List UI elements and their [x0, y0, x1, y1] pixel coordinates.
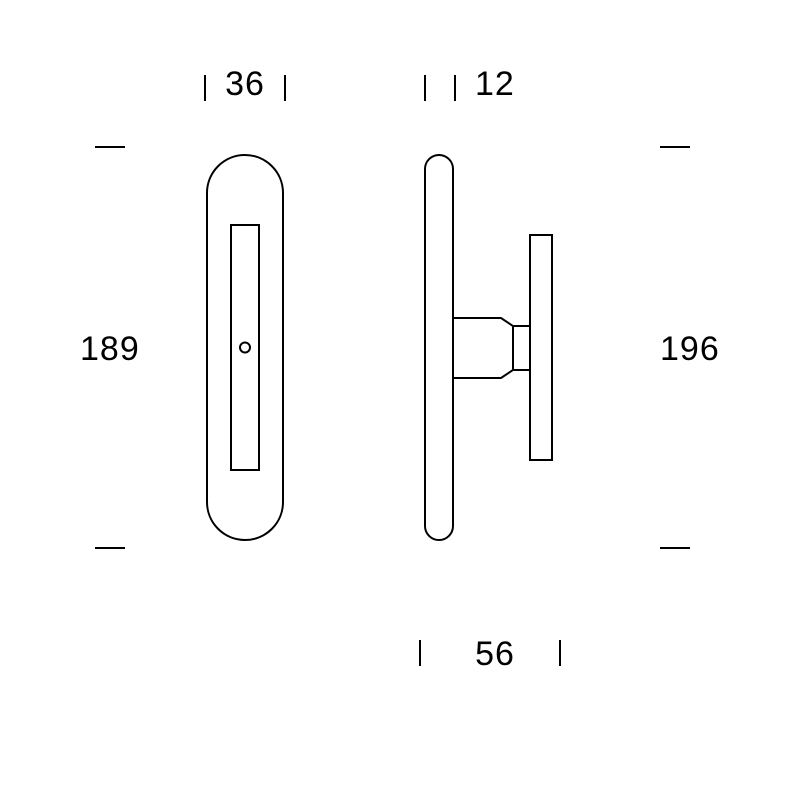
technical-drawing: 36 12 189 196 56: [0, 0, 800, 800]
front-pivot: [240, 343, 250, 353]
side-stem: [453, 318, 513, 378]
dim-label-handle_depth: 56: [475, 635, 515, 673]
side-handle-bar: [530, 235, 552, 460]
front-plate: [207, 155, 283, 540]
front-slot: [231, 225, 259, 470]
dim-label-side_plate_thickness: 12: [475, 65, 515, 103]
dim-label-side_height: 196: [660, 330, 720, 368]
side-plate: [425, 155, 453, 540]
dim-label-front_height: 189: [80, 330, 140, 368]
dim-label-front_width: 36: [225, 65, 265, 103]
